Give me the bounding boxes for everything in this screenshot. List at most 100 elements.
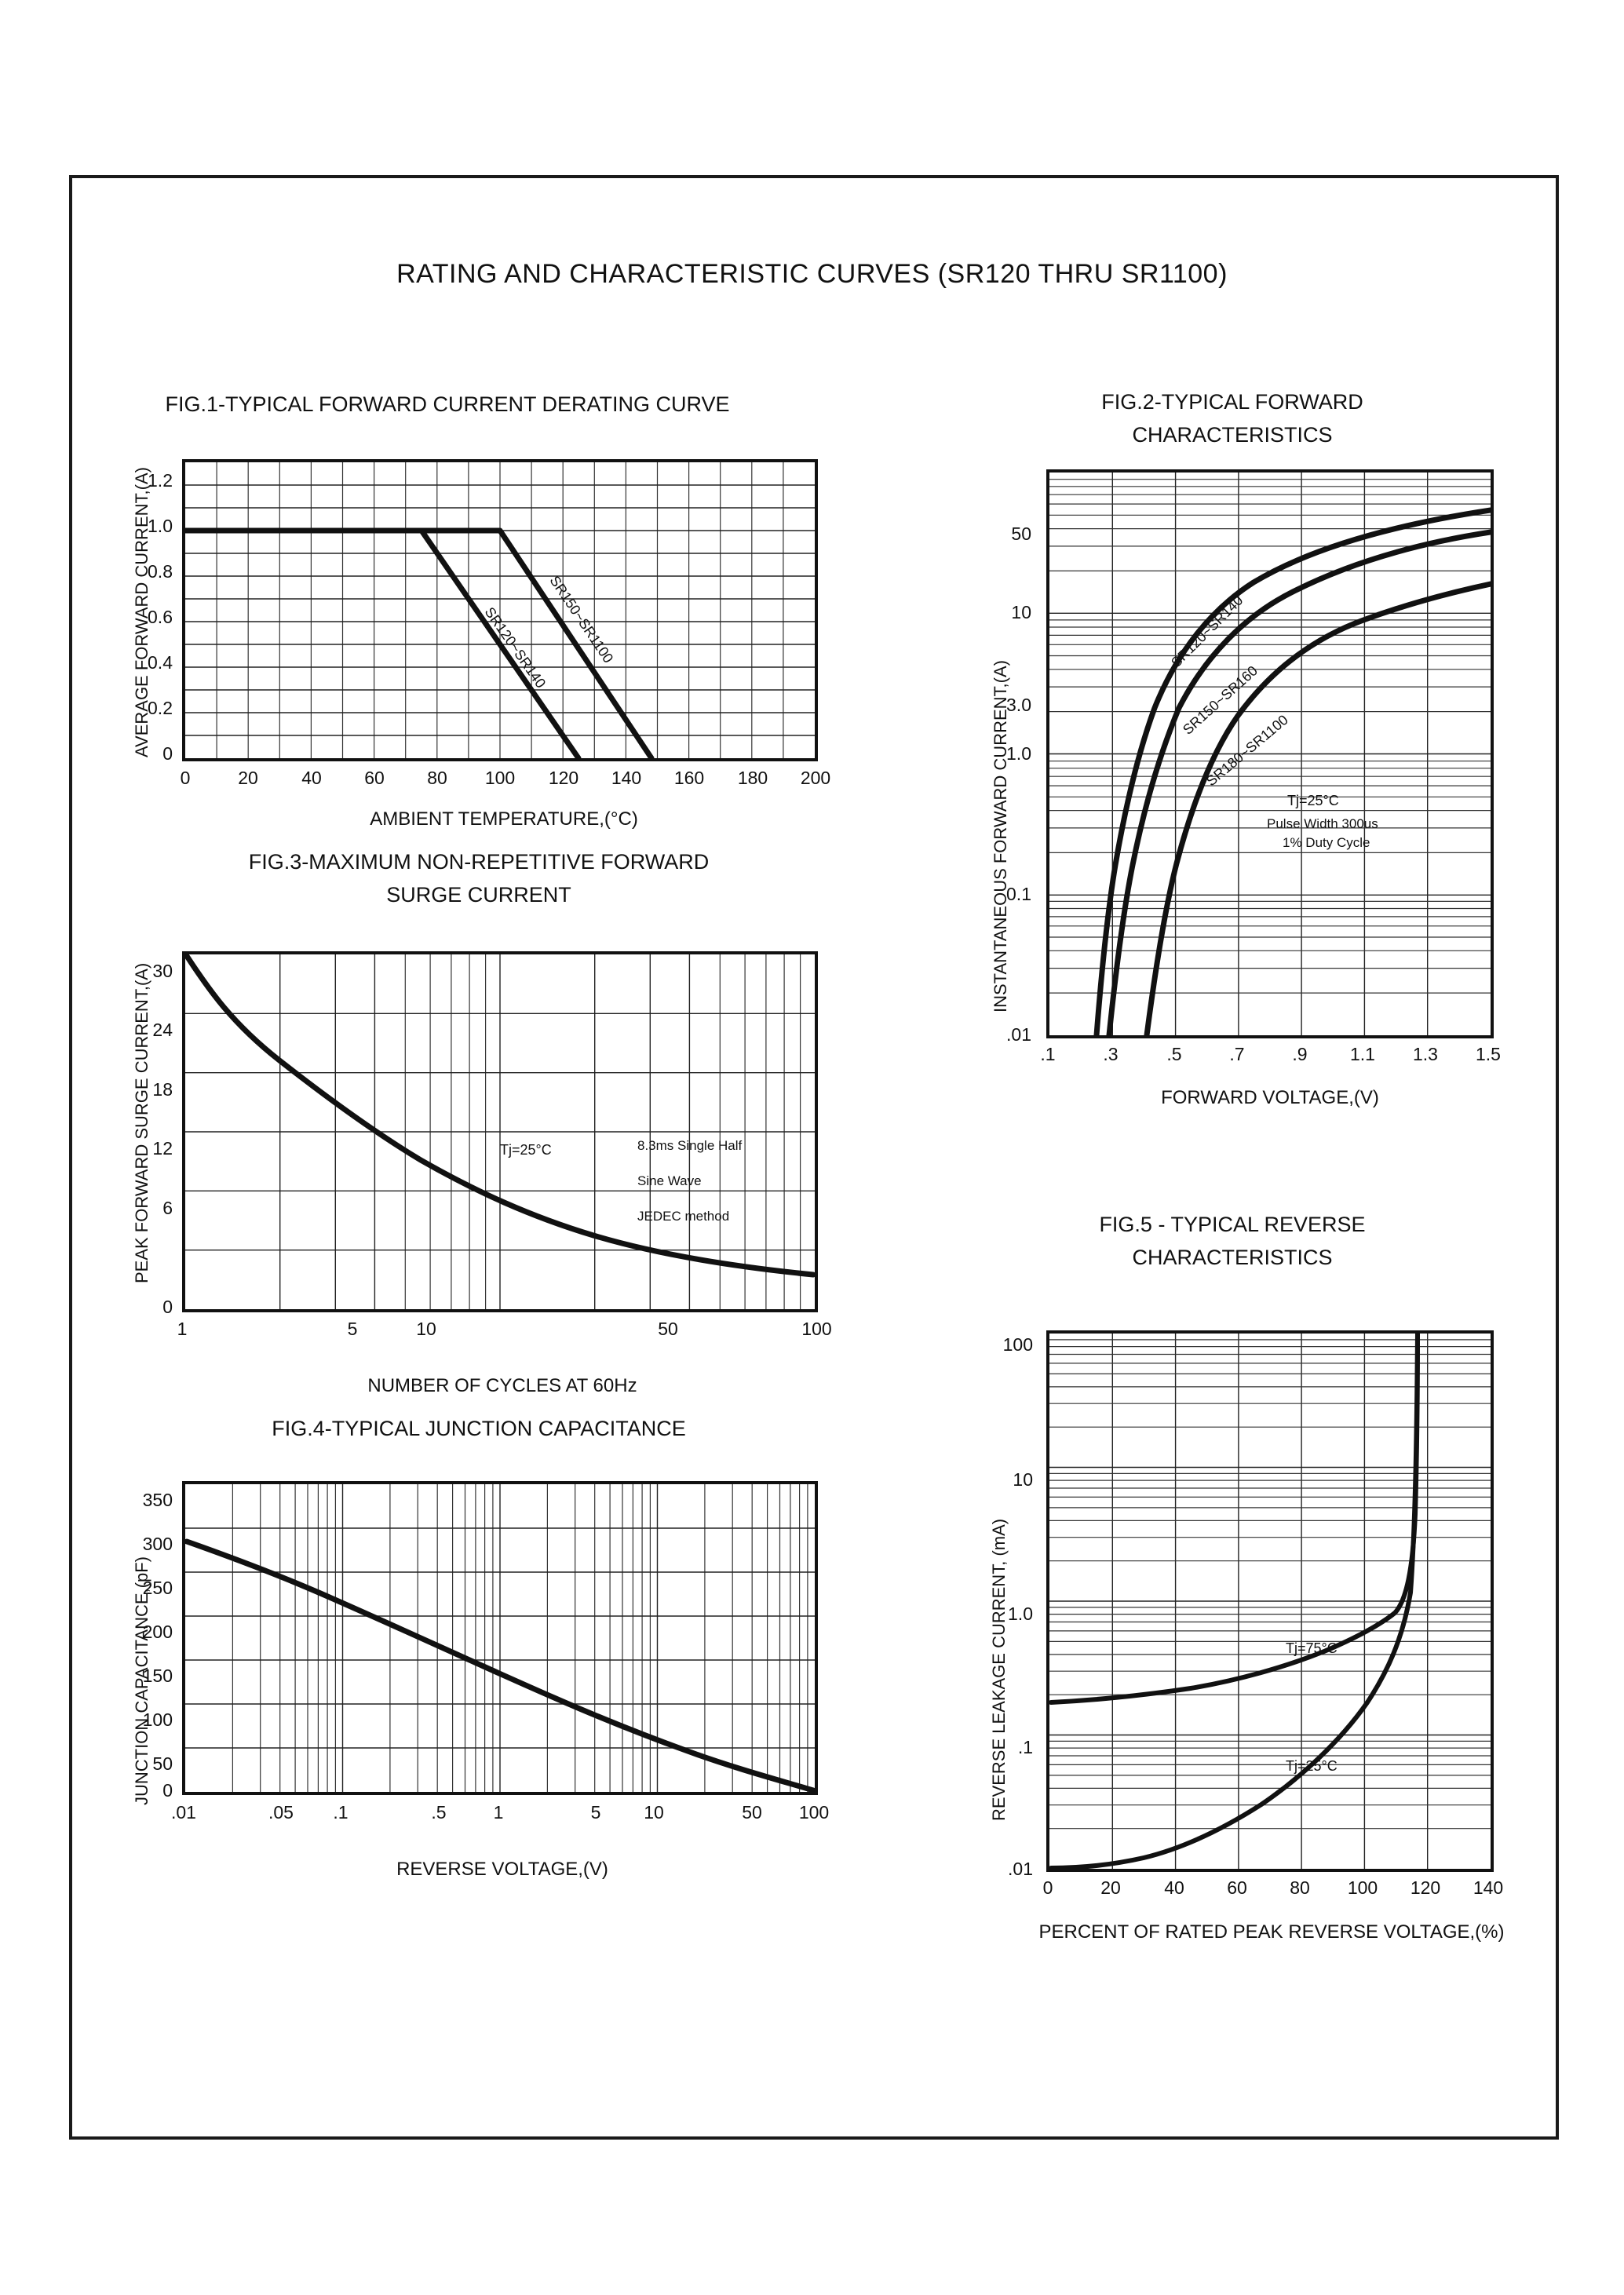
- figure-1-xtick-160: 160: [673, 768, 705, 788]
- figure-5-xtick-140: 140: [1473, 1877, 1504, 1898]
- figure-5-xtick-0: 0: [1042, 1877, 1053, 1898]
- figure-3-title: FIG.3-MAXIMUM NON-REPETITIVE FORWARD SUR…: [248, 850, 710, 907]
- figure-1-xtick-180: 180: [737, 768, 768, 788]
- figure-3-ytick-6: 6: [162, 1198, 173, 1218]
- figure-1-ytick-1.2: 1.2: [148, 470, 173, 491]
- figure-5-ytick-10: 10: [1013, 1469, 1033, 1490]
- figure-3-ytick-12: 12: [152, 1138, 173, 1158]
- figure-1-ytick-0.8: 0.8: [148, 561, 173, 582]
- figure-2-xtick-.5: .5: [1166, 1044, 1182, 1064]
- figure-3-xtick-10: 10: [416, 1319, 436, 1339]
- figure-3-xtick-5: 5: [347, 1319, 358, 1339]
- figure-2-ytick-0.1: 0.1: [1006, 884, 1031, 904]
- figure-2-xlabel: FORWARD VOLTAGE,(V): [1161, 1087, 1379, 1108]
- figure-5-xtick-100: 100: [1347, 1877, 1378, 1898]
- figure-5-xtick-120: 120: [1410, 1877, 1441, 1898]
- figure-2-ytick-1.0: 1.0: [1006, 743, 1031, 764]
- figure-3-note-sine: Sine Wave: [637, 1173, 702, 1188]
- figure-2-xtick-.9: .9: [1292, 1044, 1308, 1064]
- figure-4-ytick-100: 100: [142, 1709, 173, 1730]
- figure-1-xtick-120: 120: [548, 768, 579, 788]
- figure-5-curve-label-tj25: Tj=25°C: [1286, 1758, 1338, 1774]
- figure-2-xtick-1.5: 1.5: [1476, 1044, 1501, 1064]
- figure-1-ytick-1.0: 1.0: [148, 516, 173, 536]
- figure-3-xtick-100: 100: [801, 1319, 832, 1339]
- figure-4-xtick-.1: .1: [333, 1802, 349, 1822]
- figure-1-ytick-0.4: 0.4: [148, 652, 173, 673]
- figure-1-ytick-0.6: 0.6: [148, 607, 173, 627]
- figure-2-plot: [1046, 469, 1494, 1038]
- figure-1-xtick-100: 100: [484, 768, 516, 788]
- figure-4-ytick-50: 50: [152, 1753, 173, 1774]
- figure-5-plot: [1046, 1330, 1494, 1872]
- figure-2-ytick-10: 10: [1011, 602, 1031, 622]
- figure-5-ytick-100: 100: [1002, 1334, 1033, 1355]
- figure-4-xtick-.01: .01: [171, 1802, 196, 1822]
- figure-1-xtick-140: 140: [611, 768, 642, 788]
- figure-2-note-tj: Tj=25°C: [1287, 793, 1339, 808]
- figure-5-title: FIG.5 - TYPICAL REVERSE CHARACTERISTICS: [1099, 1213, 1366, 1269]
- figure-3-note-pulse: 8.3ms Single Half: [637, 1138, 743, 1153]
- figure-4-ytick-250: 250: [142, 1578, 173, 1598]
- figure-4-ytick-350: 350: [142, 1490, 173, 1510]
- figure-3-ytick-18: 18: [152, 1079, 173, 1100]
- figure-5-ytick-1.0: 1.0: [1008, 1604, 1033, 1624]
- figure-4-title: FIG.4-TYPICAL JUNCTION CAPACITANCE: [272, 1417, 686, 1440]
- figure-1-xtick-0: 0: [180, 768, 191, 788]
- figure-4-xtick-50: 50: [742, 1802, 762, 1822]
- figure-4-xtick-5: 5: [590, 1802, 601, 1822]
- figure-2-xtick-.7: .7: [1229, 1044, 1245, 1064]
- figure-4-xtick-100: 100: [798, 1802, 830, 1822]
- figure-5-xtick-60: 60: [1227, 1877, 1247, 1898]
- figure-3-xtick-1: 1: [177, 1319, 188, 1339]
- figure-3-ytick-30: 30: [152, 961, 173, 981]
- figure-1-xtick-200: 200: [800, 768, 831, 788]
- figure-3-note-jedec: JEDEC method: [637, 1209, 730, 1224]
- figure-1-xtick-60: 60: [364, 768, 385, 788]
- figure-2-note-duty: 1% Duty Cycle: [1283, 835, 1370, 850]
- figure-5-xlabel: PERCENT OF RATED PEAK REVERSE VOLTAGE,(%…: [1038, 1921, 1505, 1943]
- page-title: RATING AND CHARACTERISTIC CURVES (SR120 …: [396, 259, 1228, 289]
- figure-1-ytick-0: 0: [162, 743, 173, 764]
- figure-4-xtick-.5: .5: [431, 1802, 447, 1822]
- figure-5-ylabel: REVERSE LEAKAGE CURRENT, (mA): [989, 1518, 1009, 1821]
- figure-5-xtick-20: 20: [1100, 1877, 1121, 1898]
- figure-2-xtick-.3: .3: [1103, 1044, 1119, 1064]
- figure-2-ytick-.01: .01: [1006, 1024, 1031, 1045]
- figure-3-ytick-24: 24: [152, 1020, 173, 1040]
- figure-3-ytick-0: 0: [162, 1297, 173, 1317]
- figure-4-xlabel: REVERSE VOLTAGE,(V): [396, 1859, 608, 1880]
- figure-4-plot: [182, 1481, 818, 1795]
- figure-5-ytick-.01: .01: [1008, 1859, 1033, 1879]
- figure-1-plot: [182, 459, 818, 761]
- figure-3-plot: [182, 951, 818, 1312]
- figure-5-ytick-.1: .1: [1017, 1737, 1033, 1757]
- figure-5-xtick-40: 40: [1164, 1877, 1184, 1898]
- figure-5-curve-label-tj75: Tj=75°C: [1286, 1640, 1338, 1656]
- figure-3-note-tj: Tj=25°C: [500, 1142, 552, 1158]
- figure-3-xtick-50: 50: [658, 1319, 678, 1339]
- figure-2-note-pulse: Pulse Width 300us: [1267, 816, 1378, 831]
- figure-4-ytick-150: 150: [142, 1666, 173, 1686]
- figure-4-ytick-300: 300: [142, 1534, 173, 1554]
- figure-4-ytick-200: 200: [142, 1622, 173, 1642]
- figure-2-xtick-.1: .1: [1040, 1044, 1056, 1064]
- figure-5-xtick-80: 80: [1290, 1877, 1310, 1898]
- figure-4-xtick-1: 1: [493, 1802, 504, 1822]
- figure-2-ytick-50: 50: [1011, 524, 1031, 544]
- figure-2-ytick-3.0: 3.0: [1006, 695, 1031, 715]
- figure-1-xtick-40: 40: [301, 768, 322, 788]
- figure-2-xtick-1.1: 1.1: [1350, 1044, 1375, 1064]
- figure-1-xtick-20: 20: [238, 768, 258, 788]
- figure-4-xtick-10: 10: [644, 1802, 664, 1822]
- figure-1-ytick-0.2: 0.2: [148, 698, 173, 718]
- figure-1-title: FIG.1-TYPICAL FORWARD CURRENT DERATING C…: [165, 392, 730, 416]
- figure-3-ylabel: PEAK FORWARD SURGE CURRENT,(A): [132, 962, 151, 1283]
- figure-4-xtick-.05: .05: [268, 1802, 294, 1822]
- figure-4-ytick-0: 0: [162, 1780, 173, 1801]
- figure-2-xtick-1.3: 1.3: [1413, 1044, 1438, 1064]
- figure-1-xlabel: AMBIENT TEMPERATURE,(°C): [370, 808, 638, 830]
- figure-3-xlabel: NUMBER OF CYCLES AT 60Hz: [367, 1375, 637, 1396]
- figure-1-xtick-80: 80: [427, 768, 447, 788]
